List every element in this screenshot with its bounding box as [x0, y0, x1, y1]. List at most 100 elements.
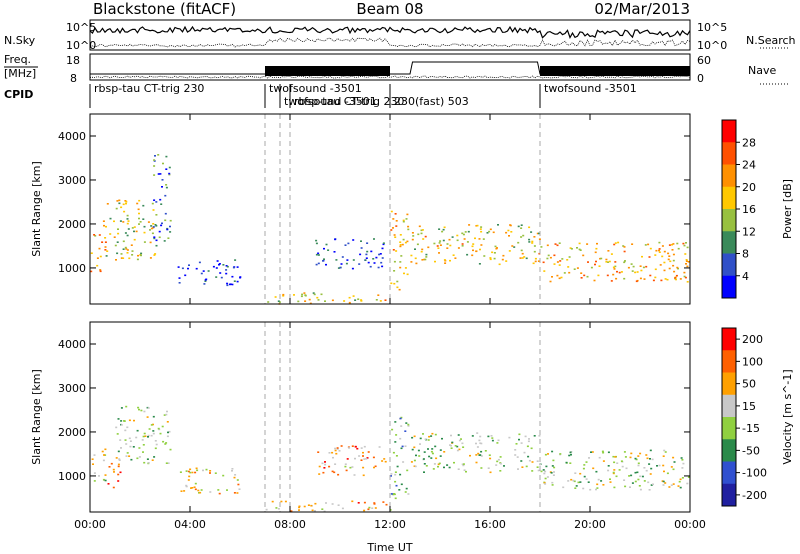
range-cell [607, 465, 610, 467]
range-cell [126, 218, 129, 220]
range-cell [423, 471, 425, 473]
range-cell [153, 237, 156, 240]
range-cell [115, 426, 118, 429]
range-cell [165, 186, 168, 189]
range-cell [580, 272, 583, 274]
range-cell [360, 240, 362, 242]
range-cell [325, 263, 327, 266]
range-cell [431, 448, 434, 450]
range-cell [407, 225, 410, 228]
range-cell [275, 507, 278, 509]
range-cell [128, 437, 131, 440]
range-cell [309, 302, 312, 305]
range-cell [520, 236, 523, 238]
range-cell [552, 474, 555, 476]
range-cell [576, 247, 578, 249]
range-cell [126, 234, 129, 237]
range-cell [475, 250, 478, 253]
range-cell [395, 250, 398, 252]
range-cell [398, 288, 401, 291]
range-cell [313, 293, 316, 296]
range-cell [568, 256, 571, 258]
range-cell [434, 433, 437, 436]
range-cell [297, 300, 300, 303]
range-cell [478, 238, 481, 240]
range-cell [200, 489, 203, 491]
range-cell [411, 232, 414, 234]
range-cell [138, 212, 140, 215]
range-cell [580, 277, 583, 279]
range-cell [128, 419, 131, 422]
range-cell [474, 237, 476, 240]
range-cell [165, 462, 168, 464]
range-cell [538, 435, 541, 437]
range-cell [104, 249, 107, 251]
range-cell [528, 459, 531, 462]
range-cell [399, 234, 402, 236]
range-cell [384, 460, 387, 463]
range-cell [280, 500, 283, 503]
range-cell [522, 234, 525, 237]
range-cell [566, 259, 569, 261]
range-cell [545, 465, 548, 468]
range-cell [616, 270, 618, 273]
range-cell [452, 254, 455, 256]
range-cell [438, 252, 440, 254]
range-cell [348, 301, 351, 304]
range-cell [543, 482, 546, 484]
range-cell [631, 482, 634, 484]
range-cell [645, 454, 648, 456]
range-cell [594, 263, 596, 266]
range-cell [337, 267, 340, 269]
range-cell [606, 274, 609, 277]
range-cell [169, 225, 171, 228]
range-cell [661, 255, 664, 258]
range-cell [424, 258, 427, 261]
scatter-region [177, 259, 242, 287]
range-cell [360, 247, 363, 249]
range-cell [679, 478, 682, 481]
range-cell [229, 283, 231, 286]
range-cell [117, 465, 120, 468]
range-cell [365, 253, 368, 256]
range-cell [544, 470, 547, 473]
range-cell [167, 237, 170, 239]
range-cell [146, 458, 149, 460]
range-cell [318, 473, 321, 475]
cpid-label-text: twofsound -3501 [269, 82, 362, 95]
range-cell [233, 492, 236, 494]
range-cell [189, 471, 192, 474]
range-cell [203, 283, 206, 285]
colorbar-tick-label: 28 [742, 136, 756, 149]
range-cell [637, 478, 640, 481]
range-cell [159, 198, 162, 201]
range-cell [153, 236, 156, 238]
range-cell [140, 252, 143, 255]
range-cell [178, 277, 181, 279]
range-cell [425, 465, 428, 467]
range-cell [436, 245, 439, 247]
range-cell [454, 445, 457, 447]
range-cell [446, 247, 449, 249]
range-cell [469, 454, 471, 457]
range-cell [335, 452, 338, 455]
range-cell [128, 257, 131, 260]
range-cell [521, 257, 524, 259]
range-cell [664, 482, 667, 484]
range-cell [457, 434, 460, 436]
range-cell [102, 220, 105, 222]
range-cell [325, 243, 328, 246]
range-cell [437, 463, 440, 466]
colorbar-tick-label: 15 [742, 400, 756, 413]
nsky-trace [89, 25, 691, 39]
range-cell [464, 231, 467, 233]
range-cell [596, 483, 599, 486]
range-cell [523, 256, 526, 258]
range-cell [682, 242, 685, 245]
range-cell [497, 458, 500, 461]
range-cell [103, 454, 105, 456]
range-cell [466, 241, 469, 243]
range-cell [298, 506, 301, 509]
range-cell [370, 250, 373, 253]
range-cell [149, 229, 151, 231]
